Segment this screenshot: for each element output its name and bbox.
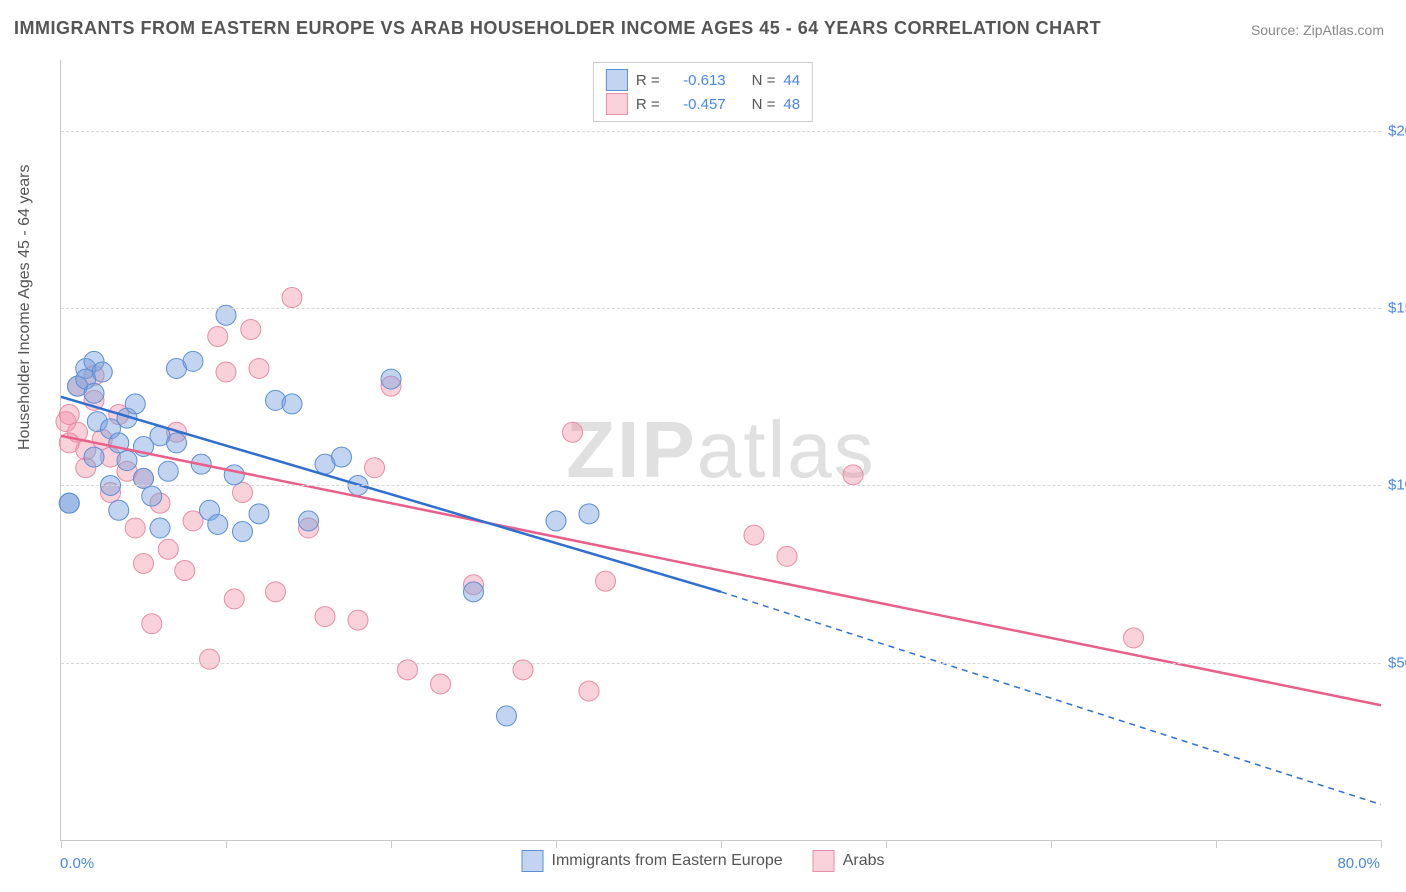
scatter-point-eastern-europe xyxy=(233,522,253,542)
x-tick xyxy=(556,840,557,848)
legend-row: R = -0.457 N = 48 xyxy=(606,93,800,115)
scatter-point-eastern-europe xyxy=(497,706,517,726)
legend-item: Immigrants from Eastern Europe xyxy=(522,850,783,872)
scatter-point-arabs xyxy=(224,589,244,609)
scatter-point-eastern-europe xyxy=(299,511,319,531)
chart-svg xyxy=(61,60,1381,840)
scatter-point-arabs xyxy=(200,649,220,669)
scatter-point-arabs xyxy=(365,458,385,478)
legend-swatch xyxy=(813,850,835,872)
y-tick-label: $100,000 xyxy=(1385,477,1406,494)
x-axis-max-label: 80.0% xyxy=(1337,855,1380,872)
x-tick xyxy=(1381,840,1382,848)
legend-swatch xyxy=(606,69,628,91)
legend-n-label: N = xyxy=(752,96,776,113)
y-tick-label: $150,000 xyxy=(1385,300,1406,317)
x-tick xyxy=(721,840,722,848)
source-label: Source: ZipAtlas.com xyxy=(1251,22,1384,38)
scatter-point-eastern-europe xyxy=(84,447,104,467)
correlation-legend: R = -0.613 N = 44 R = -0.457 N = 48 xyxy=(593,62,813,122)
scatter-point-arabs xyxy=(744,525,764,545)
scatter-point-arabs xyxy=(1124,628,1144,648)
scatter-point-eastern-europe xyxy=(117,451,137,471)
scatter-point-eastern-europe xyxy=(332,447,352,467)
scatter-point-eastern-europe xyxy=(579,504,599,524)
legend-swatch xyxy=(522,850,544,872)
legend-r-label: R = xyxy=(636,72,660,89)
scatter-point-eastern-europe xyxy=(92,362,112,382)
scatter-point-arabs xyxy=(59,405,79,425)
page-title: IMMIGRANTS FROM EASTERN EUROPE VS ARAB H… xyxy=(14,18,1101,39)
legend-item: Arabs xyxy=(813,850,885,872)
legend-label: Immigrants from Eastern Europe xyxy=(552,852,783,870)
series-legend: Immigrants from Eastern Europe Arabs xyxy=(522,850,885,872)
scatter-point-arabs xyxy=(125,518,145,538)
x-tick xyxy=(886,840,887,848)
scatter-point-arabs xyxy=(282,288,302,308)
scatter-point-eastern-europe xyxy=(59,493,79,513)
scatter-point-arabs xyxy=(596,571,616,591)
scatter-point-eastern-europe xyxy=(208,514,228,534)
gridline xyxy=(61,308,1381,309)
scatter-point-arabs xyxy=(579,681,599,701)
legend-r-value: -0.613 xyxy=(668,72,726,89)
scatter-point-arabs xyxy=(216,362,236,382)
gridline xyxy=(61,131,1381,132)
scatter-point-eastern-europe xyxy=(464,582,484,602)
scatter-point-arabs xyxy=(158,539,178,559)
scatter-point-arabs xyxy=(843,465,863,485)
x-tick xyxy=(226,840,227,848)
scatter-point-eastern-europe xyxy=(84,383,104,403)
scatter-point-eastern-europe xyxy=(150,518,170,538)
scatter-point-eastern-europe xyxy=(167,433,187,453)
x-tick xyxy=(1051,840,1052,848)
legend-swatch xyxy=(606,93,628,115)
legend-row: R = -0.613 N = 44 xyxy=(606,69,800,91)
gridline xyxy=(61,663,1381,664)
y-tick-label: $200,000 xyxy=(1385,122,1406,139)
scatter-point-arabs xyxy=(249,358,269,378)
scatter-point-arabs xyxy=(266,582,286,602)
scatter-point-arabs xyxy=(134,553,154,573)
scatter-point-arabs xyxy=(175,561,195,581)
trend-line-arabs xyxy=(61,436,1381,705)
scatter-point-eastern-europe xyxy=(546,511,566,531)
scatter-point-arabs xyxy=(777,546,797,566)
plot-area: ZIPatlas $50,000$100,000$150,000$200,000 xyxy=(60,60,1381,841)
y-axis-label: Householder Income Ages 45 - 64 years xyxy=(16,165,34,451)
scatter-point-eastern-europe xyxy=(158,461,178,481)
scatter-point-arabs xyxy=(431,674,451,694)
scatter-point-eastern-europe xyxy=(224,465,244,485)
y-tick-label: $50,000 xyxy=(1385,654,1406,671)
x-tick xyxy=(1216,840,1217,848)
scatter-point-eastern-europe xyxy=(381,369,401,389)
scatter-point-eastern-europe xyxy=(125,394,145,414)
scatter-point-eastern-europe xyxy=(109,500,129,520)
scatter-point-arabs xyxy=(241,319,261,339)
scatter-point-arabs xyxy=(142,614,162,634)
legend-label: Arabs xyxy=(843,852,885,870)
scatter-point-arabs xyxy=(315,607,335,627)
x-tick xyxy=(391,840,392,848)
scatter-point-arabs xyxy=(348,610,368,630)
legend-n-label: N = xyxy=(752,72,776,89)
scatter-point-eastern-europe xyxy=(282,394,302,414)
scatter-point-eastern-europe xyxy=(183,351,203,371)
legend-n-value: 48 xyxy=(783,96,800,113)
scatter-point-eastern-europe xyxy=(142,486,162,506)
x-tick xyxy=(61,840,62,848)
trend-line-eastern-europe-extrapolated xyxy=(721,592,1381,805)
gridline xyxy=(61,485,1381,486)
x-axis-min-label: 0.0% xyxy=(60,855,94,872)
legend-r-value: -0.457 xyxy=(668,96,726,113)
legend-n-value: 44 xyxy=(783,72,800,89)
scatter-point-eastern-europe xyxy=(249,504,269,524)
legend-r-label: R = xyxy=(636,96,660,113)
scatter-point-arabs xyxy=(563,422,583,442)
scatter-point-arabs xyxy=(208,327,228,347)
